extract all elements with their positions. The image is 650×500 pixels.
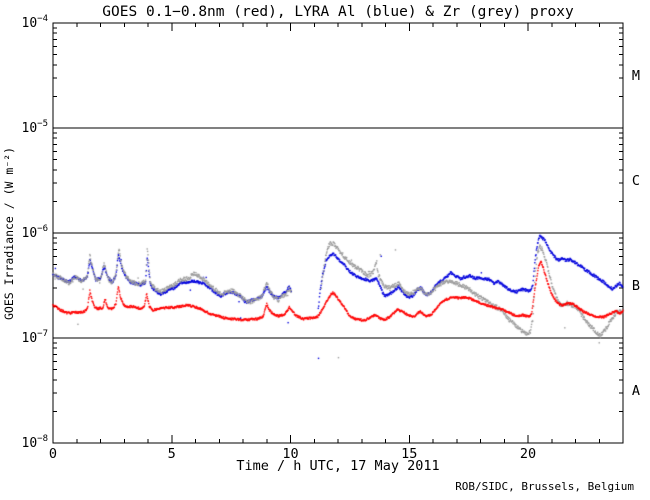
x-axis-label: Time / h UTC, 17 May 2011	[236, 458, 440, 474]
credit-text: ROB/SIDC, Brussels, Belgium	[455, 480, 634, 493]
